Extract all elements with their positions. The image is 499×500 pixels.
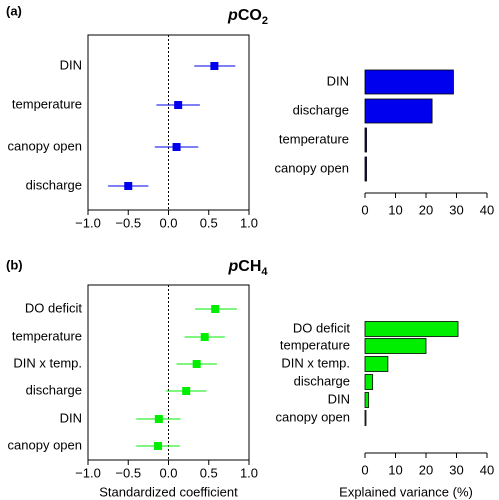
- x-tick-label: 0.5: [200, 215, 218, 230]
- x-tick-label: 1.0: [240, 215, 258, 230]
- category-label: temperature: [279, 131, 349, 146]
- bar: [364, 321, 459, 337]
- panel-label: (a): [6, 3, 22, 18]
- category-label: temperature: [280, 337, 350, 352]
- x-tick-label: 0.0: [159, 215, 177, 230]
- estimate-point: [210, 62, 219, 70]
- x-tick-label: 0.0: [159, 465, 177, 480]
- category-label: DIN: [327, 73, 349, 88]
- x-axis-label: Explained variance (%): [339, 484, 473, 499]
- category-label: DO deficit: [293, 320, 350, 335]
- bar: [364, 374, 374, 390]
- category-label: discharge: [294, 373, 350, 388]
- chart-title: pCH4: [227, 258, 268, 278]
- x-tick-label: 20: [419, 462, 433, 477]
- bar: [364, 338, 427, 354]
- x-tick-label: 10: [388, 462, 402, 477]
- category-label: canopy open: [8, 138, 82, 153]
- bar: [364, 410, 367, 426]
- category-label: discharge: [293, 102, 349, 117]
- category-label: canopy open: [275, 160, 349, 175]
- bar-panel-0: [364, 69, 488, 198]
- estimate-point: [174, 101, 183, 109]
- x-tick-label: 30: [449, 202, 463, 217]
- x-tick-label: 30: [449, 462, 463, 477]
- coef-panel-1: [87, 284, 250, 465]
- estimate-point: [211, 305, 220, 313]
- bar-panel-1: [364, 321, 488, 458]
- x-tick-label: 0.5: [200, 465, 218, 480]
- category-label: DIN x temp.: [13, 355, 82, 370]
- x-tick-label: 40: [480, 202, 494, 217]
- estimate-point: [154, 442, 163, 450]
- estimate-point: [200, 333, 209, 341]
- bar: [364, 392, 370, 408]
- x-tick-label: 10: [388, 202, 402, 217]
- category-label: DIN: [328, 391, 350, 406]
- x-tick-label: 40: [480, 462, 494, 477]
- estimate-point: [124, 182, 133, 190]
- category-label: canopy open: [276, 409, 350, 424]
- category-label: canopy open: [8, 437, 82, 452]
- category-label: DIN: [60, 410, 82, 425]
- bar: [364, 156, 367, 182]
- chart-title: pCO2: [227, 7, 268, 27]
- category-label: temperature: [12, 96, 82, 111]
- x-tick-label: 1.0: [240, 465, 258, 480]
- category-label: discharge: [26, 382, 82, 397]
- x-tick-label: −0.5: [115, 465, 141, 480]
- panel-label: (b): [6, 257, 23, 272]
- estimate-point: [192, 360, 201, 368]
- category-label: DIN x temp.: [281, 355, 350, 370]
- bar: [364, 356, 389, 372]
- x-tick-label: 0: [361, 202, 368, 217]
- estimate-point: [182, 387, 191, 395]
- bar: [364, 127, 367, 153]
- category-label: discharge: [26, 177, 82, 192]
- x-tick-label: −0.5: [115, 215, 141, 230]
- coef-panel-0: [87, 34, 250, 215]
- x-tick-label: 20: [419, 202, 433, 217]
- estimate-point: [172, 143, 181, 151]
- category-label: DIN: [60, 57, 82, 72]
- estimate-point: [154, 415, 163, 423]
- x-axis-label: Standardized coefficient: [99, 484, 238, 499]
- x-tick-label: −1.0: [75, 465, 101, 480]
- bar: [364, 69, 454, 95]
- x-tick-label: −1.0: [75, 215, 101, 230]
- category-label: DO deficit: [25, 300, 82, 315]
- x-tick-label: 0: [361, 462, 368, 477]
- category-label: temperature: [12, 328, 82, 343]
- bar: [364, 98, 433, 124]
